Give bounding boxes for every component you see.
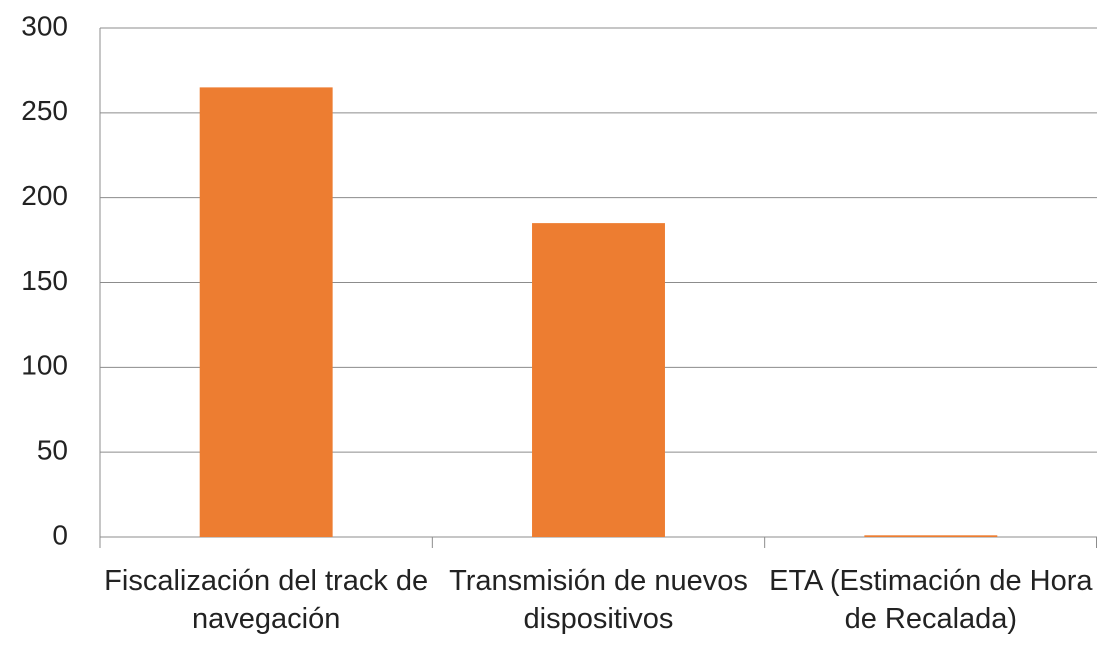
x-tick-label: ETA (Estimación de Hora de Recalada): [769, 565, 1093, 635]
y-tick-label: 200: [21, 180, 68, 211]
bar: [864, 535, 998, 537]
y-tick-label: 300: [21, 10, 68, 41]
x-tick-label: Transmisión de nuevos dispositivos: [449, 565, 748, 635]
y-tick-label: 0: [52, 519, 68, 550]
y-tick-label: 250: [21, 95, 68, 126]
y-tick-label: 100: [21, 350, 68, 381]
bar: [532, 223, 665, 537]
y-tick-label: 50: [37, 435, 68, 466]
bar: [199, 87, 333, 537]
y-tick-label: 150: [21, 265, 68, 296]
x-tick-label: Fiscalización del track de navegación: [104, 565, 429, 635]
